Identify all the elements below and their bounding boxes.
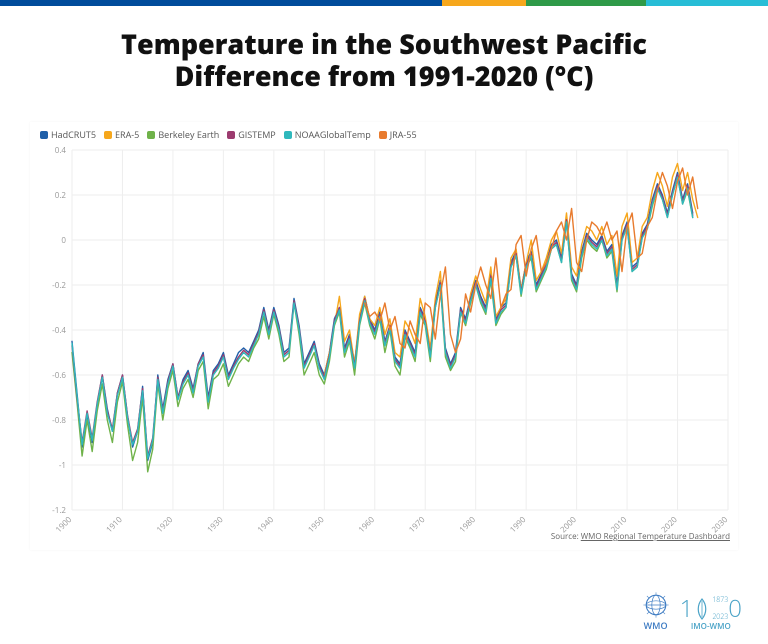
wmo-label: WMO [644, 619, 668, 632]
top-stripe [526, 0, 646, 6]
svg-text:-1.2: -1.2 [52, 505, 66, 516]
title-line-2: Difference from 1991-2020 (°C) [0, 60, 768, 92]
source-prefix: Source: [551, 531, 581, 542]
imo-big-0: 0 [728, 597, 742, 621]
svg-text:0.2: 0.2 [55, 190, 67, 201]
leaf-icon [694, 597, 710, 621]
imo-year-top: 1873 [712, 597, 728, 604]
svg-text:1900: 1900 [53, 514, 74, 535]
logo-row: WMO 1 1873 2023 0 IMO-WMO [642, 591, 742, 632]
top-stripe [442, 0, 526, 6]
svg-text:1910: 1910 [104, 514, 125, 535]
wmo-logo: WMO [642, 591, 670, 632]
svg-text:1960: 1960 [356, 514, 377, 535]
chart-title: Temperature in the Southwest Pacific Dif… [0, 28, 768, 93]
svg-text:-0.4: -0.4 [52, 325, 66, 336]
top-stripe [0, 0, 442, 6]
chart-plot: -1.2 -1 -0.8 -0.6 -0.4 -0.2 0 0.2 0.4 1900 1910 192… [30, 122, 738, 550]
svg-text:0: 0 [61, 235, 66, 246]
imo-wmo-logo: 1 1873 2023 0 IMO-WMO [680, 597, 742, 632]
svg-text:1990: 1990 [508, 514, 529, 535]
svg-text:1950: 1950 [306, 514, 327, 535]
svg-text:0.4: 0.4 [55, 145, 67, 156]
svg-text:1920: 1920 [154, 514, 175, 535]
wmo-globe-icon [642, 591, 670, 619]
svg-text:-0.8: -0.8 [52, 415, 66, 426]
svg-text:-0.6: -0.6 [52, 370, 66, 381]
svg-text:-1: -1 [59, 460, 66, 471]
top-stripe [646, 0, 768, 6]
source-link[interactable]: WMO Regional Temperature Dashboard [581, 531, 730, 542]
title-line-1: Temperature in the Southwest Pacific [0, 28, 768, 60]
imo-year-bot: 2023 [712, 614, 728, 621]
svg-text:1940: 1940 [255, 514, 276, 535]
chart-source: Source: WMO Regional Temperature Dashboa… [551, 531, 730, 542]
svg-text:1970: 1970 [407, 514, 428, 535]
svg-text:-0.2: -0.2 [52, 280, 66, 291]
svg-text:1930: 1930 [205, 514, 226, 535]
svg-text:1980: 1980 [457, 514, 478, 535]
imo-big-1: 1 [680, 597, 694, 621]
temperature-chart: HadCRUT5ERA-5Berkeley EarthGISTEMPNOAAGl… [30, 122, 738, 550]
imo-label: IMO-WMO [691, 621, 731, 632]
